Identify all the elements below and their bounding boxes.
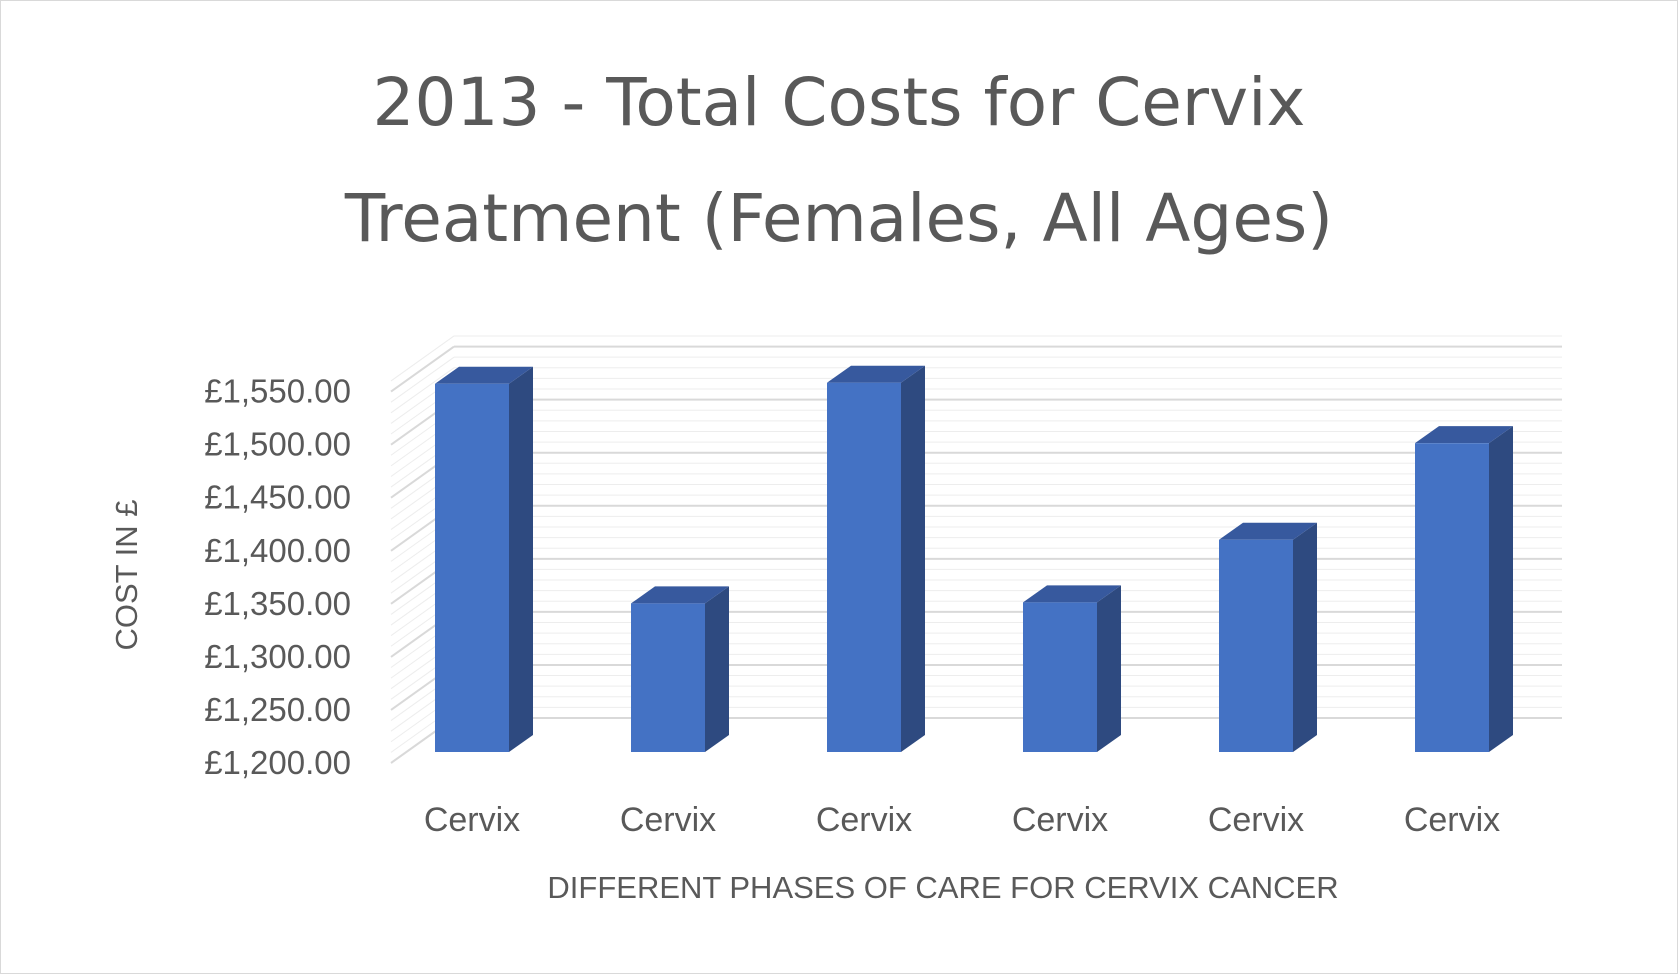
x-axis-title: DIFFERENT PHASES OF CARE FOR CERVIX CANC… xyxy=(547,870,1338,905)
bar-front xyxy=(435,383,509,752)
chart-title-line-1: 2013 - Total Costs for Cervix xyxy=(372,64,1306,141)
minor-gridline-side xyxy=(390,356,455,403)
minor-gridline-side xyxy=(390,367,455,414)
bar-top xyxy=(1023,585,1121,603)
y-tick-label: £1,350.00 xyxy=(204,585,351,622)
y-tick-label: £1,400.00 xyxy=(204,532,351,569)
bar-side xyxy=(901,365,925,752)
x-axis-ticks: Cervix Cervix Cervix Cervix Cervix Cervix xyxy=(424,801,1500,839)
y-tick-label: £1,300.00 xyxy=(204,638,351,675)
bars-layer xyxy=(435,365,1513,752)
bar xyxy=(435,366,533,752)
y-tick-label: £1,250.00 xyxy=(204,691,351,728)
bar-front xyxy=(1415,443,1489,752)
y-axis-ticks: £1,200.00 £1,250.00 £1,300.00 £1,350.00 £1,4… xyxy=(204,373,351,781)
bar-front xyxy=(827,382,901,752)
bar xyxy=(1415,426,1513,752)
bar xyxy=(827,365,925,752)
bar-side xyxy=(1489,426,1513,752)
y-tick-label: £1,550.00 xyxy=(204,373,351,410)
bar xyxy=(1219,522,1317,752)
bar-front xyxy=(631,603,705,752)
bar-top xyxy=(1219,522,1317,540)
minor-gridline-side xyxy=(390,335,455,382)
chart-title-line-2: Treatment (Females, All Ages) xyxy=(344,180,1334,257)
bar-side xyxy=(1293,522,1317,752)
bar-top xyxy=(827,365,925,383)
x-tick-label: Cervix xyxy=(816,801,912,839)
bar-top xyxy=(1415,426,1513,444)
major-gridline-side xyxy=(390,345,455,393)
y-axis-title: COST IN £ xyxy=(109,499,144,650)
chart-title: 2013 - Total Costs for Cervix Treatment … xyxy=(1,45,1677,277)
x-tick-label: Cervix xyxy=(1012,801,1108,839)
x-tick-label: Cervix xyxy=(620,801,716,839)
x-tick-label: Cervix xyxy=(1208,801,1304,839)
y-tick-label: £1,450.00 xyxy=(204,479,351,516)
bar xyxy=(1023,585,1121,752)
bar-front xyxy=(1023,602,1097,752)
bar-top xyxy=(631,586,729,604)
y-tick-label: £1,500.00 xyxy=(204,426,351,463)
bar-front xyxy=(1219,539,1293,752)
y-tick-label: £1,200.00 xyxy=(204,744,351,781)
bar-side xyxy=(509,366,533,752)
bar-side xyxy=(705,586,729,752)
bar-top xyxy=(435,366,533,384)
x-tick-label: Cervix xyxy=(424,801,520,839)
grid-layer xyxy=(390,335,1562,764)
x-tick-label: Cervix xyxy=(1404,801,1500,839)
bar-side xyxy=(1097,585,1121,752)
bar xyxy=(631,586,729,752)
